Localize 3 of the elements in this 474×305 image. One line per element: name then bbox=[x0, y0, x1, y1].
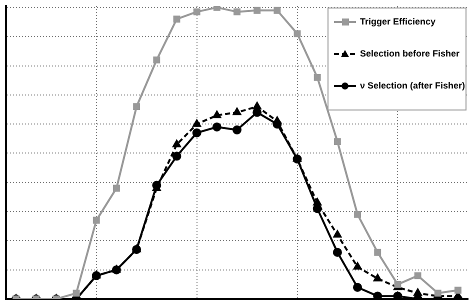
legend-label: Trigger Efficiency bbox=[360, 16, 436, 26]
legend-label: Selection before Fisher bbox=[360, 48, 460, 58]
legend-label: ν Selection (after Fisher) bbox=[360, 80, 466, 90]
